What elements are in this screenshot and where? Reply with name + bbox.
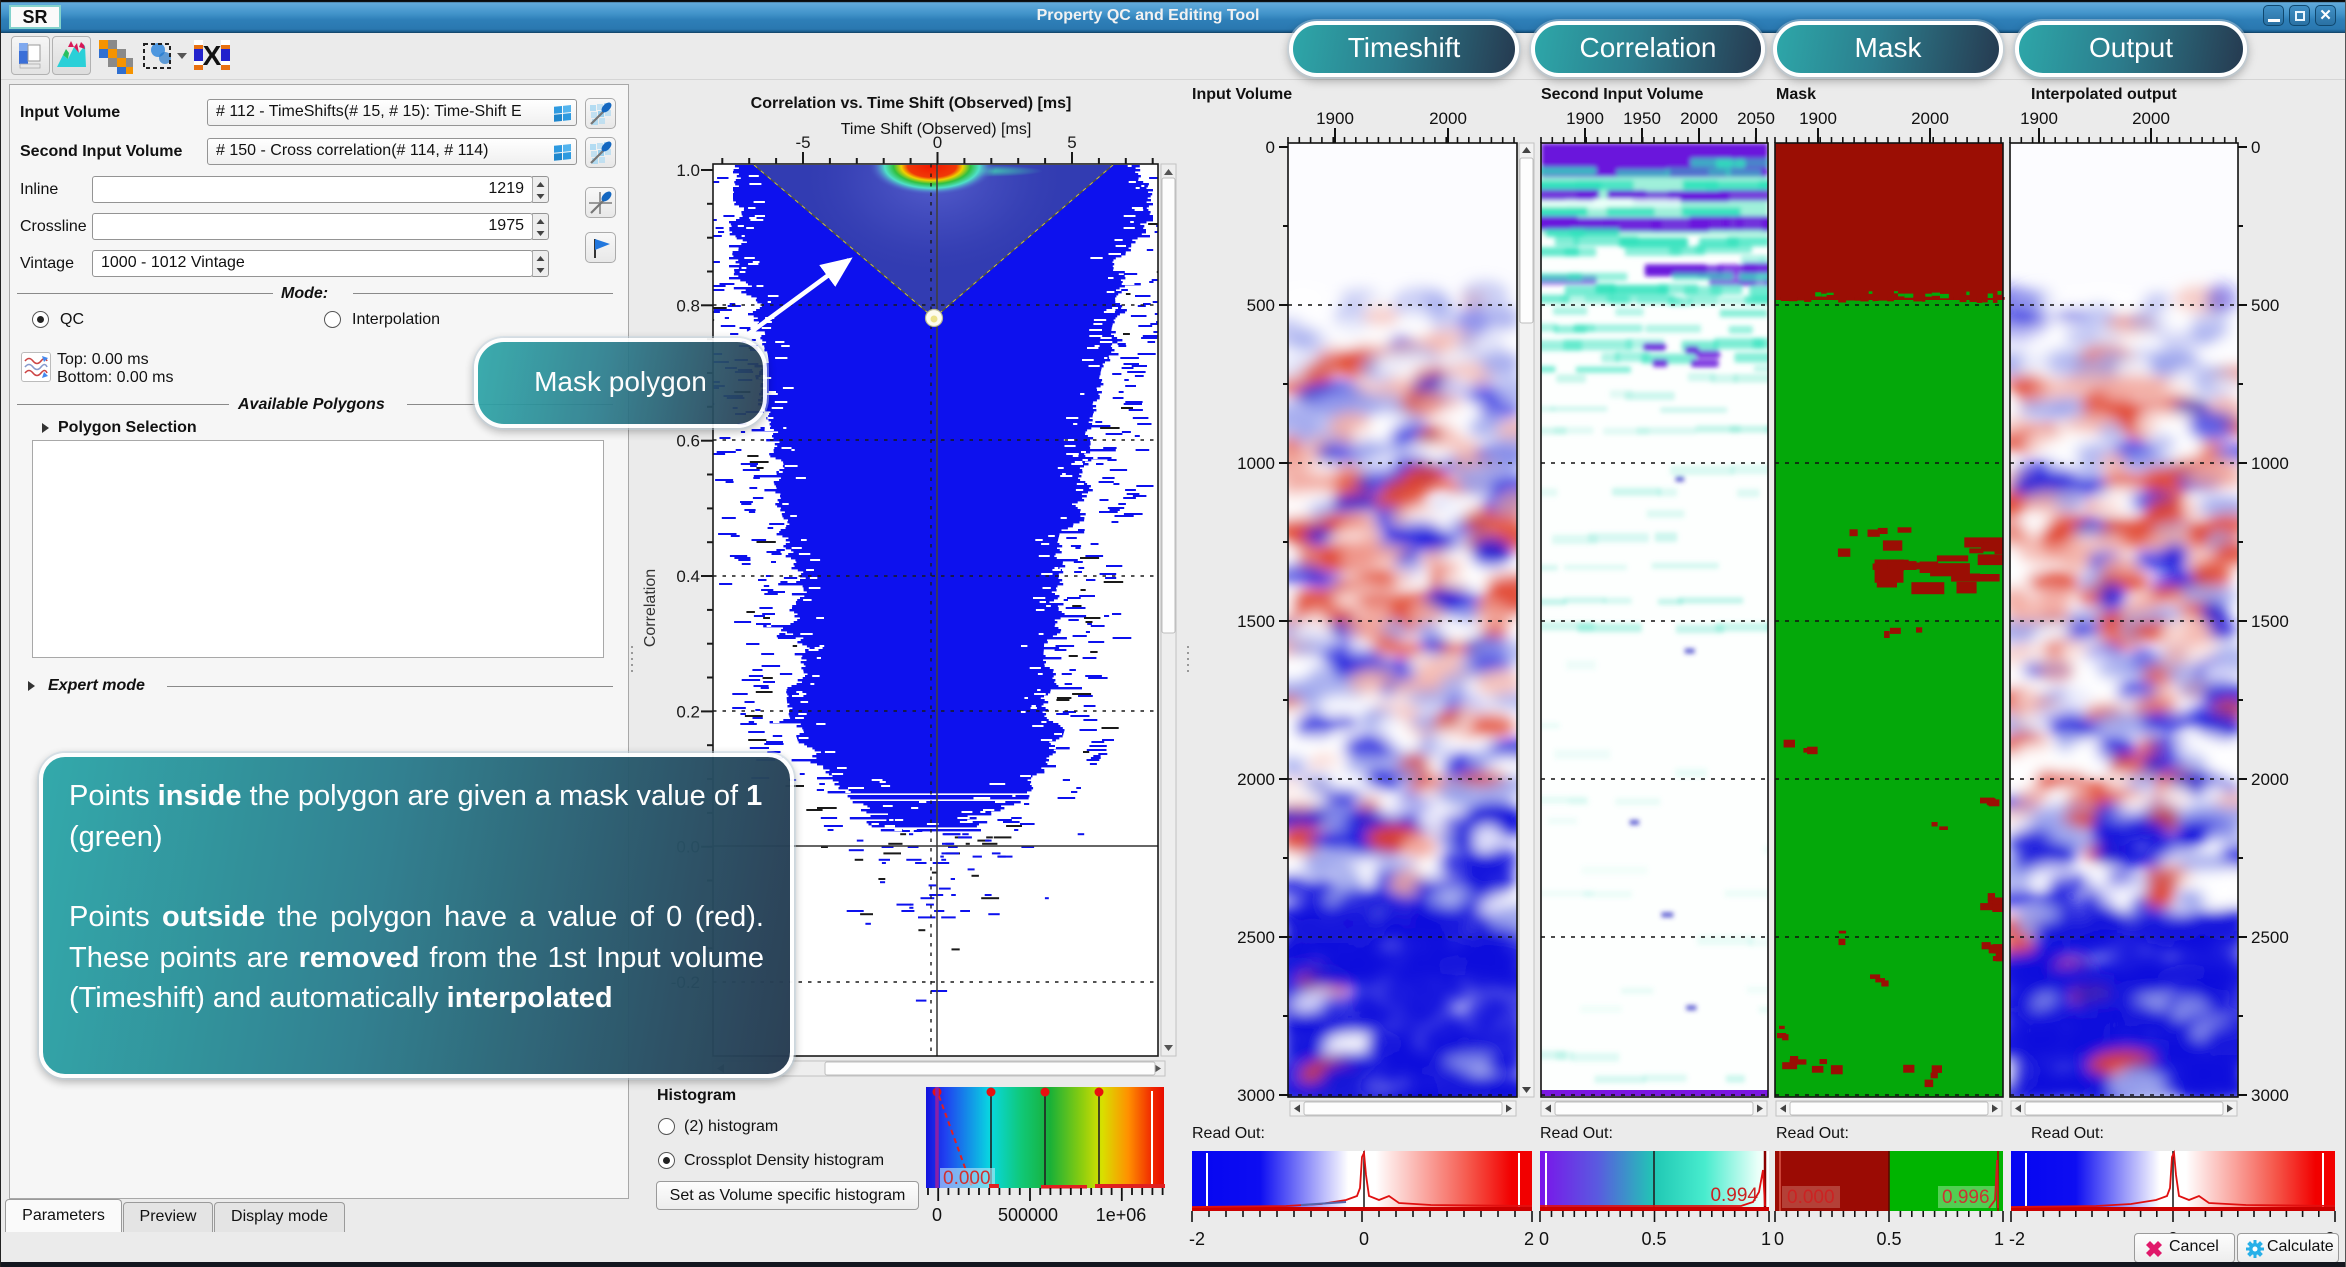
svg-text:0: 0 <box>1266 138 1275 157</box>
svg-text:X: X <box>203 40 222 71</box>
svg-text:0: 0 <box>933 133 942 152</box>
svg-text:0.000: 0.000 <box>1787 1187 1835 1208</box>
svg-text:0: 0 <box>1539 1229 1549 1249</box>
svg-text:2000: 2000 <box>1429 109 1467 128</box>
svg-text:1500: 1500 <box>1237 612 1275 631</box>
svg-text:2000: 2000 <box>2251 770 2289 789</box>
svg-text:1: 1 <box>1994 1229 2004 1249</box>
svg-text:1: 1 <box>1761 1229 1771 1249</box>
svg-text:0.2: 0.2 <box>676 702 700 721</box>
svg-text:1900: 1900 <box>2020 109 2058 128</box>
svg-text:0.5: 0.5 <box>1876 1229 1901 1249</box>
svg-text:1e+06: 1e+06 <box>1096 1205 1147 1225</box>
svg-text:0.5: 0.5 <box>1641 1229 1666 1249</box>
svg-text:0.8: 0.8 <box>676 296 700 315</box>
svg-text:1000: 1000 <box>1237 454 1275 473</box>
svg-text:1000: 1000 <box>2251 454 2289 473</box>
svg-text:1900: 1900 <box>1799 109 1837 128</box>
svg-text:0.996: 0.996 <box>1942 1187 1990 1208</box>
svg-text:-2: -2 <box>2009 1229 2025 1249</box>
svg-text:2050: 2050 <box>1737 109 1775 128</box>
svg-text:0: 0 <box>2251 138 2260 157</box>
svg-text:1900: 1900 <box>1566 109 1604 128</box>
svg-text:500: 500 <box>2251 296 2279 315</box>
svg-text:1950: 1950 <box>1623 109 1661 128</box>
svg-text:2000: 2000 <box>1237 770 1275 789</box>
svg-text:2500: 2500 <box>1237 928 1275 947</box>
svg-text:2000: 2000 <box>2132 109 2170 128</box>
svg-text:Correlation: Correlation <box>642 569 659 647</box>
svg-text:-5: -5 <box>795 133 810 152</box>
svg-text:0.6: 0.6 <box>676 432 700 451</box>
svg-text:2000: 2000 <box>1911 109 1949 128</box>
svg-text:0: 0 <box>932 1205 942 1225</box>
svg-text:3000: 3000 <box>1237 1086 1275 1105</box>
svg-text:1500: 1500 <box>2251 612 2289 631</box>
svg-text:500: 500 <box>1247 296 1275 315</box>
svg-text:2: 2 <box>1524 1229 1534 1249</box>
svg-text:1900: 1900 <box>1316 109 1354 128</box>
svg-text:0: 0 <box>1774 1229 1784 1249</box>
svg-text:-2: -2 <box>1189 1229 1205 1249</box>
svg-text:3000: 3000 <box>2251 1086 2289 1105</box>
svg-text:500000: 500000 <box>998 1205 1058 1225</box>
svg-text:0.4: 0.4 <box>676 567 700 586</box>
svg-text:0: 0 <box>1359 1229 1369 1249</box>
svg-text:2500: 2500 <box>2251 928 2289 947</box>
svg-text:5: 5 <box>1067 133 1076 152</box>
svg-text:1.0: 1.0 <box>676 161 700 180</box>
svg-text:0.000: 0.000 <box>943 1168 991 1189</box>
svg-text:2000: 2000 <box>1680 109 1718 128</box>
svg-text:0.994: 0.994 <box>1710 1185 1758 1206</box>
